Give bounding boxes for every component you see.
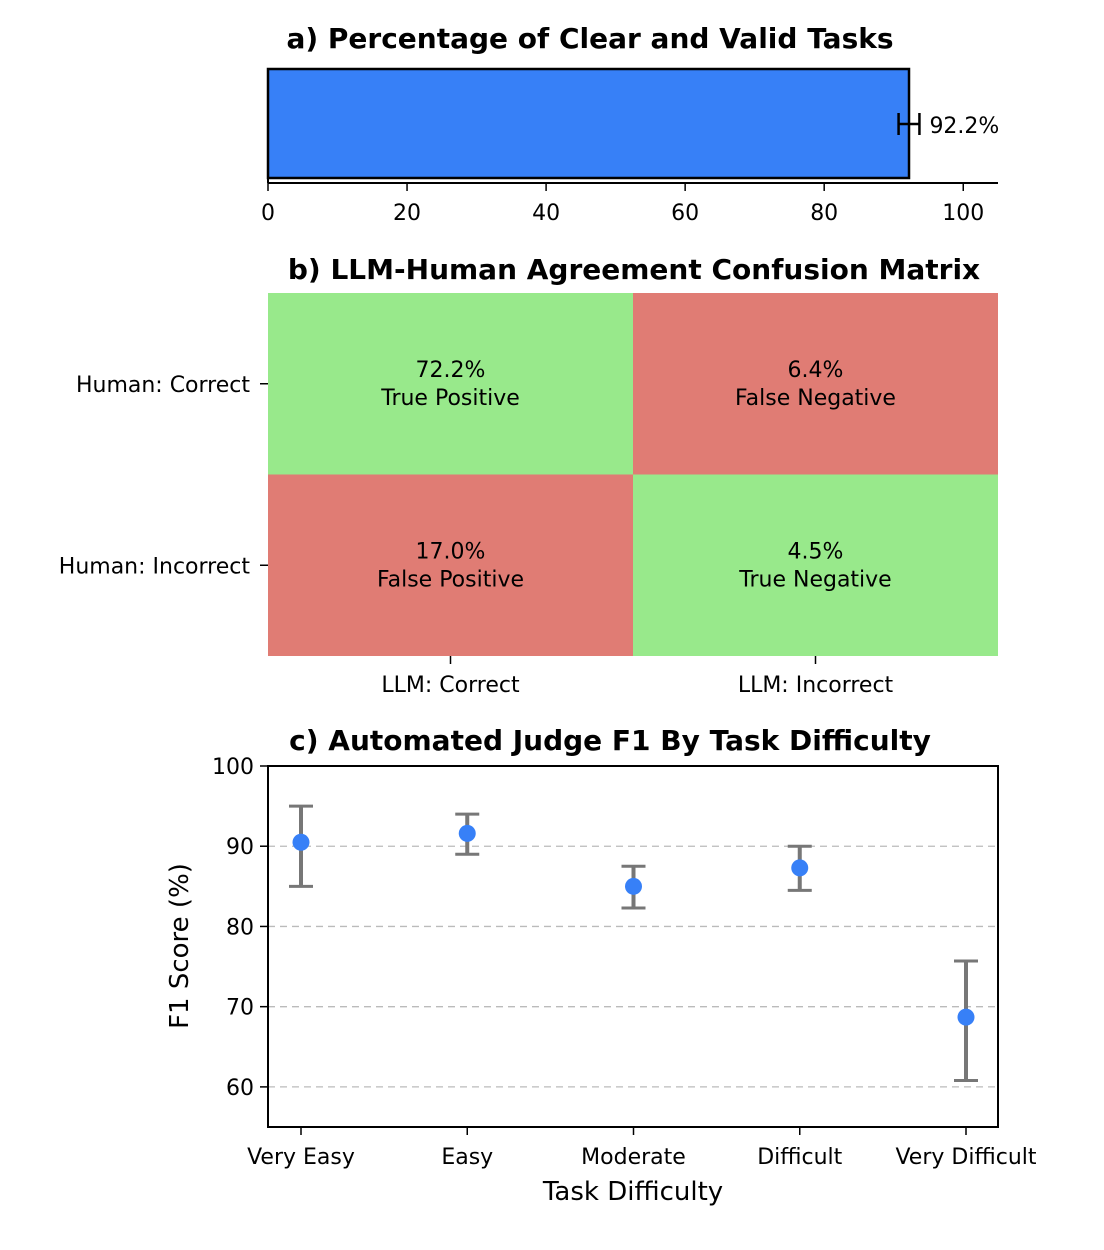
matrix-cell [268, 293, 633, 475]
cell-label: False Positive [377, 567, 524, 592]
x-tick-label: 60 [671, 201, 699, 226]
bar [266, 67, 911, 180]
data-point [957, 1008, 975, 1026]
row-label: Human: Incorrect [59, 554, 251, 579]
x-tick-label: 40 [532, 201, 560, 226]
y-tick-label: 70 [226, 996, 254, 1021]
col-label: LLM: Incorrect [738, 673, 894, 698]
panel-c-plot: 60 70 80 90 100 Very Easy Easy Moderate Difficul… [212, 755, 1037, 1170]
panel-c-title: c) Automated Judge F1 By Task Difficulty [289, 724, 931, 757]
panel-b: b) LLM-Human Agreement Confusion Matrix … [59, 253, 998, 698]
y-tick-label: 80 [226, 915, 254, 940]
x-tick-label: Difficult [757, 1145, 842, 1170]
panel-a-plot: 0 20 40 60 80 100 [261, 67, 998, 226]
bar-value-label: 92.2% [929, 114, 999, 139]
data-point [625, 877, 642, 895]
panel-c: c) Automated Judge F1 By Task Difficulty… [165, 724, 1037, 1207]
x-tick-label: Very Easy [247, 1145, 355, 1170]
matrix-cell [633, 293, 998, 475]
y-tick-label: 60 [226, 1076, 254, 1101]
data-point [458, 824, 476, 842]
x-tick-label: 0 [261, 201, 275, 226]
data-point [292, 833, 310, 851]
data-point [791, 859, 809, 877]
col-label: LLM: Correct [381, 673, 520, 698]
cell-value: 72.2% [416, 358, 486, 383]
panel-b-title: b) LLM-Human Agreement Confusion Matrix [288, 253, 980, 286]
x-tick-label: Moderate [581, 1145, 686, 1170]
y-tick-label: 100 [212, 755, 254, 780]
matrix-cell [633, 474, 998, 656]
y-tick-label: 90 [226, 835, 254, 860]
cell-value: 4.5% [788, 539, 844, 564]
row-label: Human: Correct [76, 373, 250, 398]
panel-a: a) Percentage of Clear and Valid Tasks 0… [261, 22, 999, 226]
x-tick-label: Very Difficult [895, 1145, 1036, 1170]
x-tick-label: 100 [942, 201, 984, 226]
cell-label: True Positive [380, 386, 520, 411]
cell-value: 6.4% [788, 358, 844, 383]
cell-label: True Negative [738, 567, 891, 592]
cell-value: 17.0% [416, 539, 486, 564]
x-tick-label: 80 [810, 201, 838, 226]
panel-a-title: a) Percentage of Clear and Valid Tasks [286, 22, 893, 55]
cell-label: False Negative [735, 386, 896, 411]
y-axis-label: F1 Score (%) [165, 863, 195, 1029]
plot-frame [267, 765, 999, 1128]
confusion-matrix: 72.2% True Positive 6.4% False Negative 17.0… [59, 293, 998, 698]
x-tick-label: 20 [393, 201, 421, 226]
x-tick-label: Easy [441, 1145, 493, 1170]
matrix-cell [268, 474, 633, 656]
x-axis-label: Task Difficulty [542, 1177, 723, 1207]
